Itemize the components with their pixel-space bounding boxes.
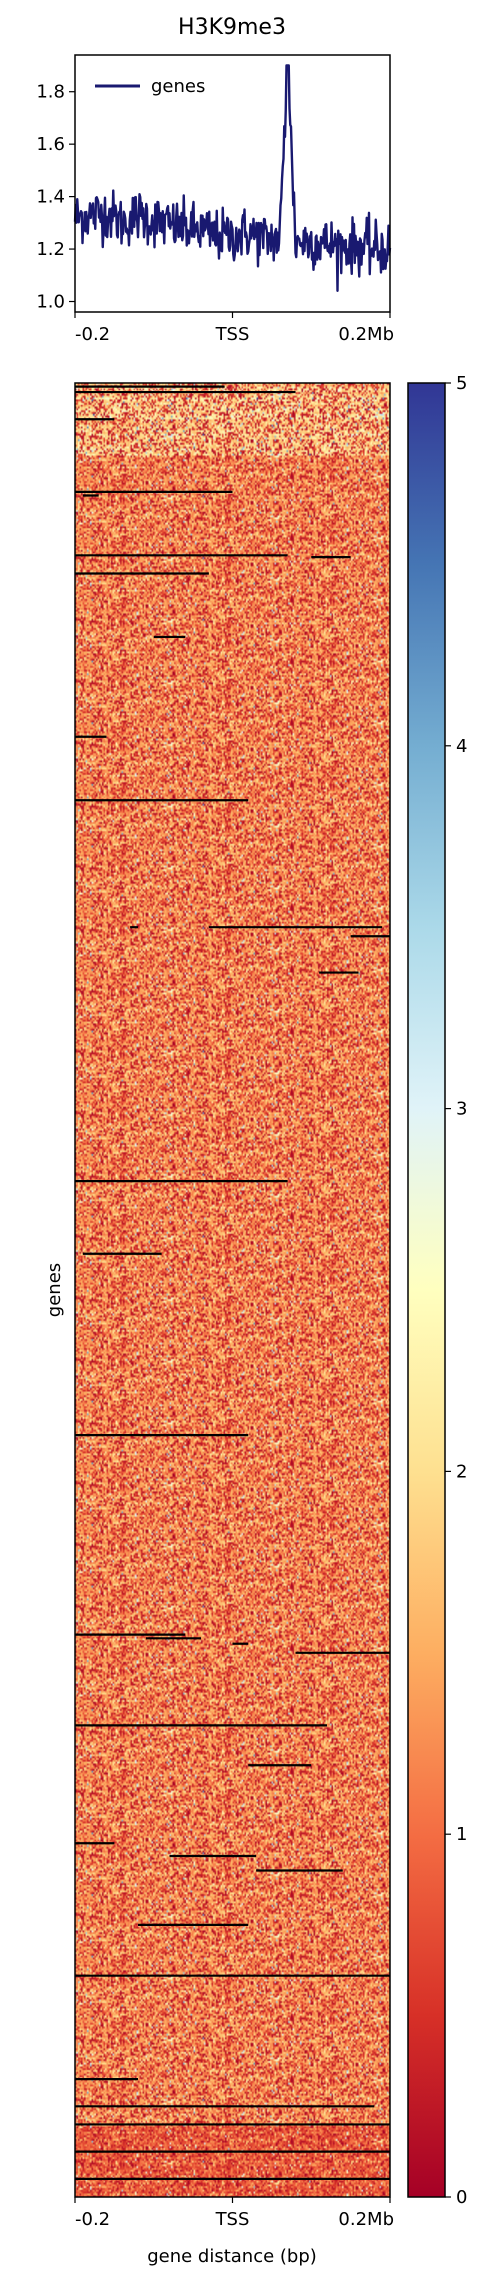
legend-label-genes: genes [151,76,205,97]
profile-y-tick-label: 1.6 [36,134,65,155]
heatmap-x-tick-label: 0.2Mb [338,2209,394,2230]
profile-x-tick-label: -0.2 [75,324,110,345]
profile-axes-frame [75,55,390,312]
profile-y-tick-label: 1.8 [36,82,65,103]
colorbar-tick-label: 3 [456,1099,467,1120]
profile-legend: genes [95,76,205,97]
heatmap-x-tick-label: -0.2 [75,2209,110,2230]
profile-x-tick-label: 0.2Mb [338,324,394,345]
heatmap-x-axis-label: gene distance (bp) [147,2246,317,2267]
heatmap-x-axis: -0.2 TSS 0.2Mb [75,2197,394,2230]
profile-x-tick-label: TSS [215,324,250,345]
heatmap [75,383,390,2197]
profile-line-genes [75,65,390,290]
profile-title: H3K9me3 [178,15,286,40]
profile-y-tick-label: 1.0 [36,292,65,313]
colorbar-tick-label: 0 [456,2187,467,2208]
colorbar-tick-label: 4 [456,736,467,757]
colorbar-tick-label: 2 [456,1461,467,1482]
colorbar [408,383,445,2197]
profile-y-axis: 1.0 1.2 1.4 1.6 1.8 [36,82,75,313]
profile-y-tick-label: 1.2 [36,239,65,260]
colorbar-axis: 0 1 2 3 4 5 [445,373,467,2208]
colorbar-tick-label: 1 [456,1824,467,1845]
profile-x-axis: -0.2 TSS 0.2Mb [75,312,394,345]
heatmap-y-axis-label: genes [44,1263,65,1317]
colorbar-tick-label: 5 [456,373,467,394]
heatmap-x-tick-label: TSS [215,2209,250,2230]
profile-series-genes [75,65,390,290]
profile-y-tick-label: 1.4 [36,187,65,208]
